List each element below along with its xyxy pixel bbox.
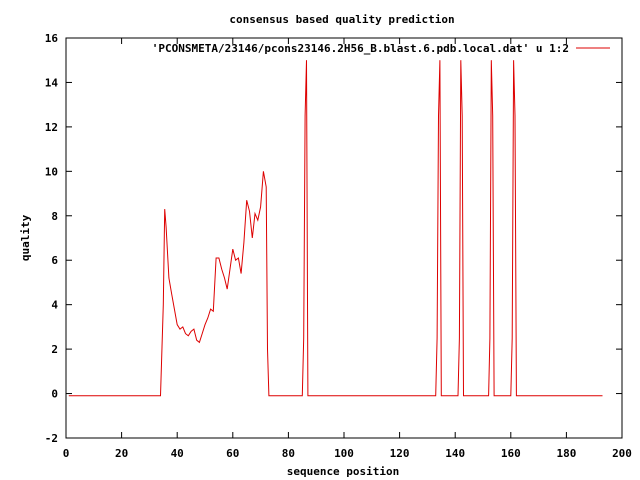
series-line — [68, 60, 603, 397]
x-tick-label: 120 — [390, 447, 410, 460]
y-axis-label: quality — [19, 214, 32, 261]
x-axis-label: sequence position — [287, 465, 400, 478]
y-tick-label: 16 — [45, 32, 59, 45]
y-tick-label: 12 — [45, 121, 58, 134]
legend: 'PCONSMETA/23146/pcons23146.2H56_B.blast… — [152, 42, 610, 55]
y-tick-label: 10 — [45, 165, 58, 178]
x-tick-label: 20 — [115, 447, 128, 460]
x-tick-label: 80 — [282, 447, 295, 460]
y-tick-label: 4 — [51, 299, 58, 312]
data-series — [68, 60, 603, 397]
y-tick-label: 6 — [51, 254, 58, 267]
x-tick-label: 160 — [501, 447, 521, 460]
x-tick-label: 40 — [171, 447, 184, 460]
x-tick-label: 60 — [226, 447, 239, 460]
x-tick-label: 180 — [556, 447, 576, 460]
x-tick-label: 200 — [612, 447, 632, 460]
plot-frame — [65, 37, 623, 439]
y-tick-label: 14 — [45, 76, 59, 89]
y-tick-label: 0 — [51, 388, 58, 401]
y-tick-label: -2 — [45, 432, 58, 445]
x-tick-label: 140 — [445, 447, 465, 460]
y-tick-label: 8 — [51, 210, 58, 223]
x-tick-label: 0 — [63, 447, 70, 460]
axis-ticks: 0 20 40 60 80 100 120 140 160 180 200 -2 0 2 4 6 8 10 12 14… — [45, 32, 632, 460]
chart-title: consensus based quality prediction — [229, 13, 454, 26]
legend-entry-label: 'PCONSMETA/23146/pcons23146.2H56_B.blast… — [152, 42, 569, 55]
y-tick-label: 2 — [51, 343, 58, 356]
x-tick-label: 100 — [334, 447, 354, 460]
